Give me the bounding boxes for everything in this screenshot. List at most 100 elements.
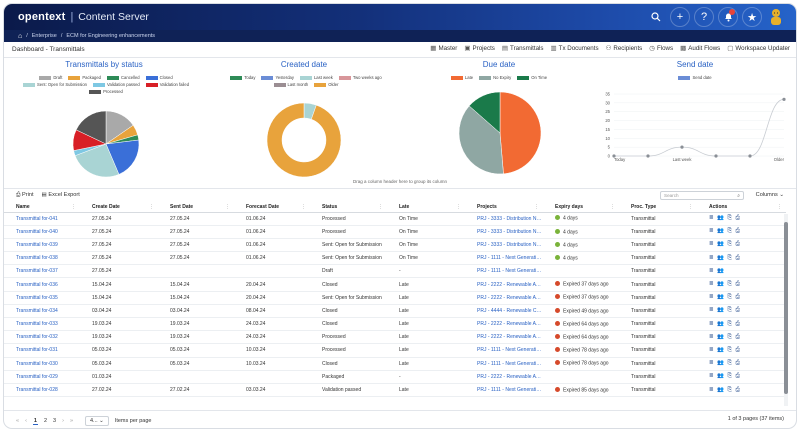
page-1[interactable]: 1 bbox=[32, 417, 38, 425]
pie-slice-on-time[interactable] bbox=[468, 91, 501, 134]
cell-name[interactable]: Transmittal for-035 bbox=[4, 291, 80, 305]
column-menu-icon[interactable]: ⋮ bbox=[149, 204, 154, 210]
cell-name[interactable]: Transmittal for-036 bbox=[4, 277, 80, 292]
table-row[interactable]: Transmittal for-029 01.03.24 Packaged - PRJ … bbox=[4, 370, 786, 384]
cell-name[interactable]: Transmittal for-028 bbox=[4, 383, 80, 398]
cell-name[interactable]: Transmittal for-040 bbox=[4, 225, 80, 239]
column-header[interactable]: Name ⋮ bbox=[4, 202, 80, 213]
legend-item[interactable]: Sent: Open for Submission bbox=[22, 82, 87, 87]
data-point[interactable] bbox=[680, 145, 684, 149]
cell-name[interactable]: Transmittal for-037 bbox=[4, 264, 80, 279]
legend-item[interactable]: Last month bbox=[273, 82, 308, 87]
cell-actions[interactable]: ≣ 👥 ⎘ ⎙ bbox=[697, 238, 786, 253]
cell-name[interactable]: Transmittal for-039 bbox=[4, 238, 80, 253]
cell-project[interactable]: PRJ - 2222 - Renewable Awa... bbox=[465, 291, 543, 305]
cell-project[interactable]: PRJ - 1111 - Next Generatio... bbox=[465, 383, 543, 398]
data-point[interactable] bbox=[714, 154, 718, 158]
audit-flows-button[interactable]: ▩ Audit Flows bbox=[680, 44, 720, 52]
pie-slice-processed[interactable] bbox=[75, 110, 107, 145]
cell-actions[interactable]: ≣ 👥 bbox=[697, 264, 786, 279]
cell-name[interactable]: Transmittal for-031 bbox=[4, 343, 80, 358]
column-header[interactable]: Projects ⋮ bbox=[465, 202, 543, 213]
table-row[interactable]: Transmittal for-034 03.04.24 03.04.24 08.04… bbox=[4, 304, 786, 319]
column-menu-icon[interactable]: ⋮ bbox=[378, 204, 383, 210]
cell-name[interactable]: Transmittal for-033 bbox=[4, 317, 80, 332]
next-page-icon[interactable]: › bbox=[62, 418, 64, 424]
cell-project[interactable]: PRJ - 3333 - Distribution Net... bbox=[465, 225, 543, 239]
avatar[interactable] bbox=[766, 7, 786, 27]
table-row[interactable]: Transmittal for-038 27.05.24 27.05.24 01.06… bbox=[4, 251, 786, 266]
column-menu-icon[interactable]: ⋮ bbox=[610, 204, 615, 210]
cell-project[interactable]: PRJ - 2222 - Renewable Awa... bbox=[465, 370, 543, 384]
cell-name[interactable]: Transmittal for-034 bbox=[4, 304, 80, 319]
table-row[interactable]: Transmittal for-035 15.04.24 15.04.24 20.04… bbox=[4, 291, 786, 305]
legend-item[interactable]: Last week bbox=[299, 75, 333, 80]
page-2[interactable]: 2 bbox=[43, 418, 48, 424]
cell-actions[interactable]: ≣ 👥 ⎘ ⎙ bbox=[697, 212, 786, 226]
pie-slice-sent-open-for-submission[interactable] bbox=[74, 143, 120, 178]
group-by-hint[interactable]: Drag a column header here to group its c… bbox=[352, 179, 448, 184]
transmittals-button[interactable]: ▤ Transmittals bbox=[502, 44, 544, 52]
legend-item[interactable]: No Expiry bbox=[479, 75, 511, 80]
cell-project[interactable]: PRJ - 1111 - Next Generatio... bbox=[465, 264, 543, 279]
cell-project[interactable]: PRJ - 2222 - Renewable Awa... bbox=[465, 277, 543, 292]
print-button[interactable]: ⎙ Print bbox=[16, 192, 34, 199]
cell-actions[interactable]: ≣ 👥 ⎘ ⎙ bbox=[697, 291, 786, 305]
column-menu-icon[interactable]: ⋮ bbox=[456, 204, 461, 210]
cell-actions[interactable]: ≣ 👥 ⎘ ⎙ bbox=[697, 225, 786, 239]
cell-actions[interactable]: ≣ 👥 ⎘ ⎙ bbox=[697, 251, 786, 266]
legend-item[interactable]: Yesterday bbox=[261, 75, 294, 80]
column-menu-icon[interactable]: ⋮ bbox=[534, 204, 539, 210]
legend-item[interactable]: Older bbox=[314, 82, 338, 87]
prev-page-icon[interactable]: ‹ bbox=[25, 418, 27, 424]
cell-project[interactable]: PRJ - 2222 - Renewable Awa... bbox=[465, 330, 543, 345]
legend-item[interactable]: Packaged bbox=[68, 75, 101, 80]
legend-item[interactable]: Today bbox=[230, 75, 255, 80]
columns-button[interactable]: Columns ⌄ bbox=[756, 192, 784, 198]
vertical-scrollbar[interactable] bbox=[784, 214, 788, 406]
table-row[interactable]: Transmittal for-036 15.04.24 15.04.24 20.04… bbox=[4, 277, 786, 292]
data-point[interactable] bbox=[782, 97, 786, 101]
column-menu-icon[interactable]: ⋮ bbox=[688, 204, 693, 210]
column-header[interactable]: Actions ⋮ bbox=[697, 202, 786, 213]
cell-name[interactable]: Transmittal for-030 bbox=[4, 357, 80, 371]
workspace-updater-button[interactable]: ▢ Workspace Updater bbox=[727, 44, 790, 52]
pie-slice-older[interactable] bbox=[266, 102, 342, 178]
legend-item[interactable]: Late bbox=[450, 75, 473, 80]
plus-icon[interactable]: + bbox=[670, 7, 690, 27]
page-3[interactable]: 3 bbox=[53, 418, 57, 424]
table-row[interactable]: Transmittal for-031 05.03.24 05.03.24 10.03… bbox=[4, 343, 786, 358]
breadcrumb-item-enterprise[interactable]: Enterprise bbox=[31, 33, 57, 39]
pie-slice-closed[interactable] bbox=[105, 139, 140, 175]
column-header[interactable]: Create Date ⋮ bbox=[80, 202, 158, 213]
column-header[interactable]: Late ⋮ bbox=[387, 202, 465, 213]
flows-button[interactable]: ◷ Flows bbox=[649, 44, 673, 52]
data-point[interactable] bbox=[748, 154, 752, 158]
legend-item[interactable]: Validation failed bbox=[145, 82, 189, 87]
scrollbar-thumb[interactable] bbox=[784, 222, 788, 394]
table-row[interactable]: Transmittal for-040 27.05.24 27.05.24 01.06… bbox=[4, 225, 786, 239]
legend-item[interactable]: On Time bbox=[517, 75, 547, 80]
cell-name[interactable]: Transmittal for-029 bbox=[4, 370, 80, 384]
home-icon[interactable]: ⌂ bbox=[18, 32, 23, 40]
column-header[interactable]: Expiry days ⋮ bbox=[543, 202, 619, 213]
column-header[interactable]: Sent Date ⋮ bbox=[158, 202, 234, 213]
cell-actions[interactable]: ≣ 👥 ⎘ ⎙ bbox=[697, 383, 786, 398]
cell-name[interactable]: Transmittal for-032 bbox=[4, 330, 80, 345]
master-button[interactable]: ▦ Master bbox=[430, 44, 457, 52]
table-row[interactable]: Transmittal for-037 27.05.24 Draft - PRJ - 1… bbox=[4, 264, 786, 279]
column-header[interactable]: Status ⋮ bbox=[310, 202, 387, 213]
legend-item[interactable]: Cancelled bbox=[107, 75, 140, 80]
cell-project[interactable]: PRJ - 4444 - Renewable Che... bbox=[465, 304, 543, 319]
cell-actions[interactable]: ≣ 👥 ⎘ ⎙ bbox=[697, 304, 786, 319]
cell-actions[interactable]: ≣ 👥 ⎘ ⎙ bbox=[697, 317, 786, 332]
table-row[interactable]: Transmittal for-039 27.05.24 27.05.24 01.06… bbox=[4, 238, 786, 253]
search-icon[interactable] bbox=[646, 7, 666, 27]
items-per-page-select[interactable]: 4... ⌄ bbox=[85, 416, 109, 426]
table-row[interactable]: Transmittal for-030 05.03.24 05.03.24 10.03… bbox=[4, 357, 786, 371]
legend-item[interactable]: Draft bbox=[39, 75, 62, 80]
recipients-button[interactable]: ⚇ Recipients bbox=[606, 44, 643, 52]
table-row[interactable]: Transmittal for-041 27.05.24 27.05.24 01.06… bbox=[4, 212, 786, 226]
cell-project[interactable]: PRJ - 2222 - Renewable Awa... bbox=[465, 317, 543, 332]
cell-project[interactable]: PRJ - 1111 - Next Generatio... bbox=[465, 343, 543, 358]
